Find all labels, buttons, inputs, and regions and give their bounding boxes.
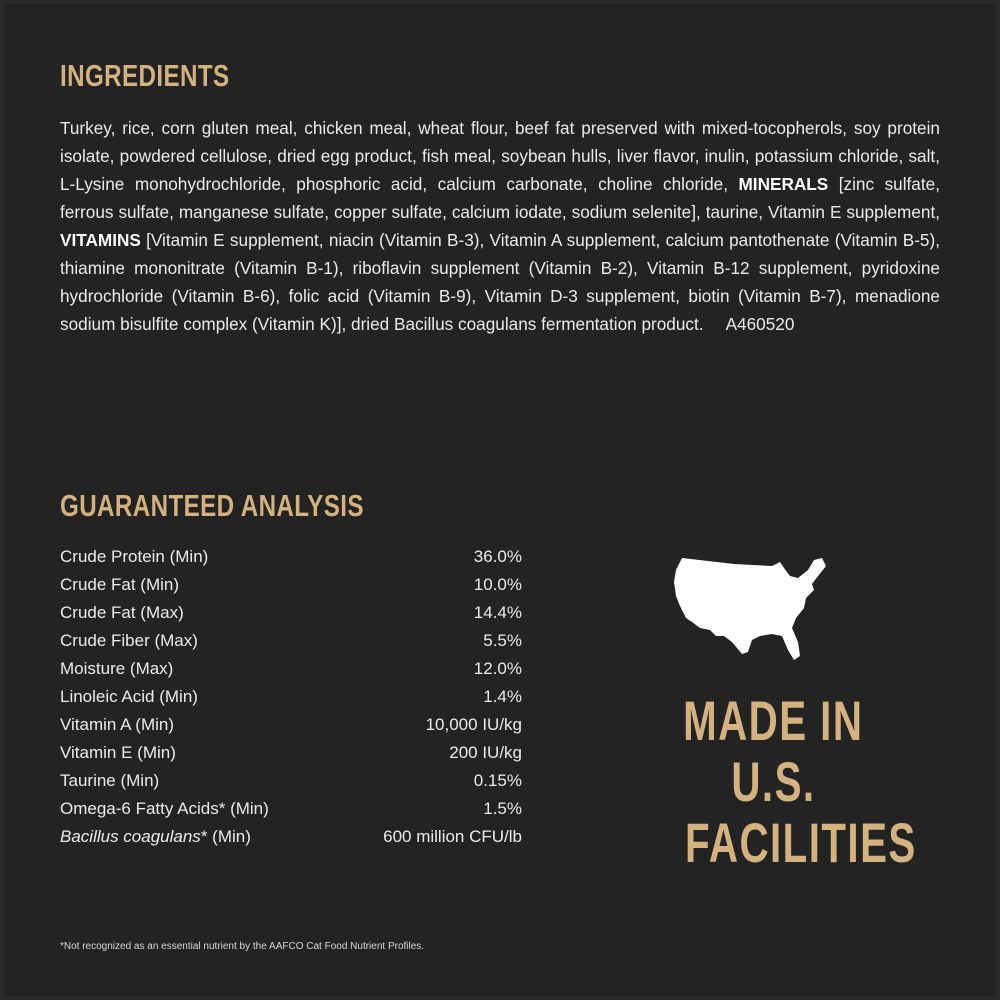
analysis-row: Omega-6 Fatty Acids* (Min) 1.5% <box>60 795 522 823</box>
footnote: *Not recognized as an essential nutrient… <box>60 941 425 952</box>
analysis-value: 5.5% <box>483 631 522 650</box>
ingredients-part-1: Turkey, rice, corn gluten meal, chicken … <box>60 118 940 194</box>
analysis-table: Crude Protein (Min) 36.0% Crude Fat (Min) 1… <box>60 543 522 851</box>
analysis-value: 1.4% <box>483 687 522 706</box>
analysis-label-italic: Bacillus coagulans <box>60 827 201 846</box>
label-panel <box>4 4 996 996</box>
analysis-value: 14.4% <box>473 603 522 622</box>
analysis-value: 600 million CFU/lb <box>383 827 522 846</box>
usa-map-icon <box>674 558 826 660</box>
vitamins-label: VITAMINS <box>60 230 141 250</box>
analysis-row: Linoleic Acid (Min) 1.4% <box>60 683 522 711</box>
analysis-value: 12.0% <box>473 659 522 678</box>
analysis-label: Crude Fiber (Max) <box>60 631 198 650</box>
analysis-label: Vitamin E (Min) <box>60 743 176 762</box>
badge-line-1: MADE IN <box>682 689 864 752</box>
minerals-label: MINERALS <box>738 174 829 194</box>
analysis-label: Taurine (Min) <box>60 771 160 790</box>
badge-line-2: U.S. <box>730 750 816 813</box>
analysis-value: 36.0% <box>473 547 522 566</box>
ingredients-part-3: [Vitamin E supplement, niacin (Vitamin B… <box>60 230 940 334</box>
analysis-label: Crude Protein (Min) <box>60 547 209 566</box>
analysis-value: 0.15% <box>473 771 522 790</box>
analysis-label: Vitamin A (Min) <box>60 715 175 734</box>
analysis-value: 10,000 IU/kg <box>425 715 522 734</box>
analysis-label: Crude Fat (Max) <box>60 603 184 622</box>
analysis-row: Vitamin A (Min) 10,000 IU/kg <box>60 711 522 739</box>
made-in-usa-badge: MADE IN U.S. FACILITIES <box>640 689 915 873</box>
analysis-label: Linoleic Acid (Min) <box>60 687 198 706</box>
analysis-row: Taurine (Min) 0.15% <box>60 767 522 795</box>
analysis-value: 200 IU/kg <box>449 743 522 762</box>
analysis-label: Crude Fat (Min) <box>60 575 180 594</box>
analysis-label: Bacillus coagulans* (Min) <box>60 823 251 851</box>
analysis-row-bacillus: Bacillus coagulans* (Min) 600 million CF… <box>60 823 522 851</box>
ingredients-title: INGREDIENTS <box>60 58 230 93</box>
analysis-value: 10.0% <box>473 575 522 594</box>
analysis-row: Moisture (Max) 12.0% <box>60 655 522 683</box>
ingredients-text: Turkey, rice, corn gluten meal, chicken … <box>60 114 940 338</box>
analysis-label-rest: * (Min) <box>200 827 251 846</box>
analysis-row: Vitamin E (Min) 200 IU/kg <box>60 739 522 767</box>
analysis-value: 1.5% <box>483 799 522 818</box>
analysis-title: GUARANTEED ANALYSIS <box>60 488 364 523</box>
analysis-row: Crude Protein (Min) 36.0% <box>60 543 522 571</box>
product-code: A460520 <box>725 314 795 334</box>
analysis-label: Omega-6 Fatty Acids* (Min) <box>60 799 269 818</box>
analysis-row: Crude Fat (Max) 14.4% <box>60 599 522 627</box>
analysis-row: Crude Fat (Min) 10.0% <box>60 571 522 599</box>
badge-line-3: FACILITIES <box>685 811 917 874</box>
analysis-label: Moisture (Max) <box>60 659 174 678</box>
ingredients-part-2: [zinc sulfate, ferrous sulfate, manganes… <box>60 174 940 222</box>
analysis-row: Crude Fiber (Max) 5.5% <box>60 627 522 655</box>
